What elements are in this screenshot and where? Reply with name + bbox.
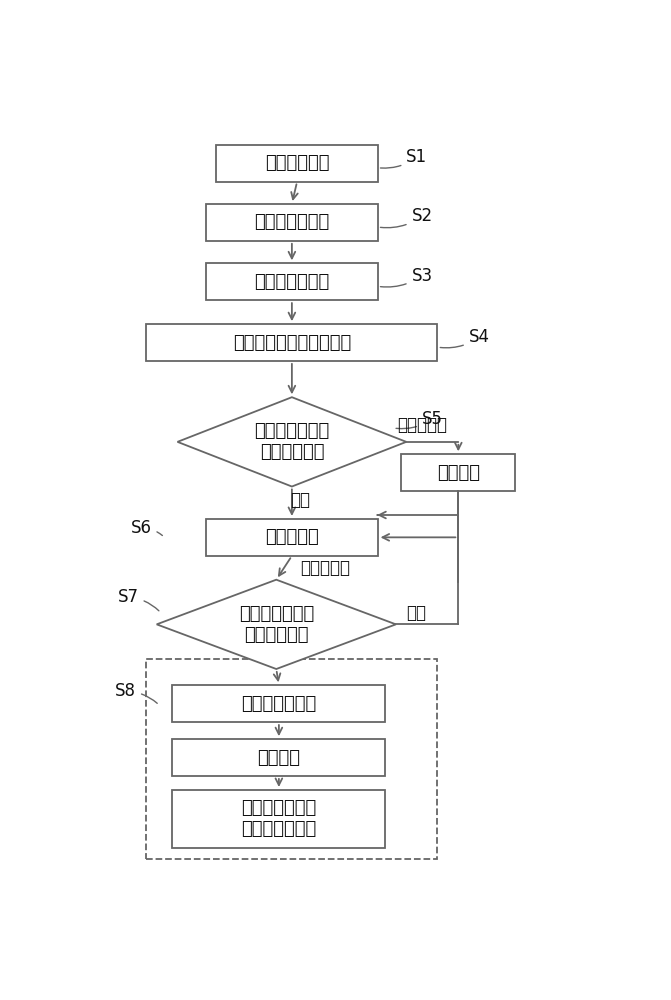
Text: S4: S4 <box>440 328 490 348</box>
Text: 打开人机界面: 打开人机界面 <box>265 154 329 172</box>
Text: 选择档位: 选择档位 <box>258 749 301 767</box>
Text: 加热罐加热: 加热罐加热 <box>265 528 319 546</box>
Text: S2: S2 <box>380 207 433 228</box>
Text: S7: S7 <box>117 588 159 611</box>
Polygon shape <box>156 580 396 669</box>
Text: S5: S5 <box>396 410 443 429</box>
FancyBboxPatch shape <box>146 324 437 361</box>
Text: 大于或等于: 大于或等于 <box>300 559 350 577</box>
FancyBboxPatch shape <box>217 145 378 182</box>
Text: 加热罐停止加热: 加热罐停止加热 <box>242 695 317 713</box>
FancyBboxPatch shape <box>172 685 385 722</box>
Text: S1: S1 <box>380 148 427 168</box>
FancyBboxPatch shape <box>172 790 385 848</box>
Text: 得到待测湿度值: 得到待测湿度值 <box>254 273 329 291</box>
Text: 设定参考湿度值: 设定参考湿度值 <box>254 213 329 231</box>
Text: 待测湿度值返回人机界面: 待测湿度值返回人机界面 <box>233 334 351 352</box>
FancyBboxPatch shape <box>401 454 515 491</box>
Text: 小于: 小于 <box>407 604 426 622</box>
Text: 比较待测湿度值
和参考湿度值: 比较待测湿度值 和参考湿度值 <box>254 422 329 461</box>
FancyBboxPatch shape <box>206 519 378 556</box>
Polygon shape <box>177 397 407 487</box>
Text: 比较加热罐内温
度和预设温度: 比较加热罐内温 度和预设温度 <box>239 605 314 644</box>
Text: 小于: 小于 <box>290 491 310 509</box>
FancyBboxPatch shape <box>206 204 378 241</box>
FancyBboxPatch shape <box>206 263 378 300</box>
Text: S8: S8 <box>115 682 157 703</box>
FancyBboxPatch shape <box>172 739 385 776</box>
FancyBboxPatch shape <box>146 659 437 859</box>
Text: S3: S3 <box>380 267 433 287</box>
Text: 大于或等于: 大于或等于 <box>397 416 447 434</box>
Text: S6: S6 <box>131 519 162 537</box>
Text: 水泵向加热罐泵
水后产生水蒸气: 水泵向加热罐泵 水后产生水蒸气 <box>242 799 317 838</box>
Text: 停止加湿: 停止加湿 <box>437 464 480 482</box>
